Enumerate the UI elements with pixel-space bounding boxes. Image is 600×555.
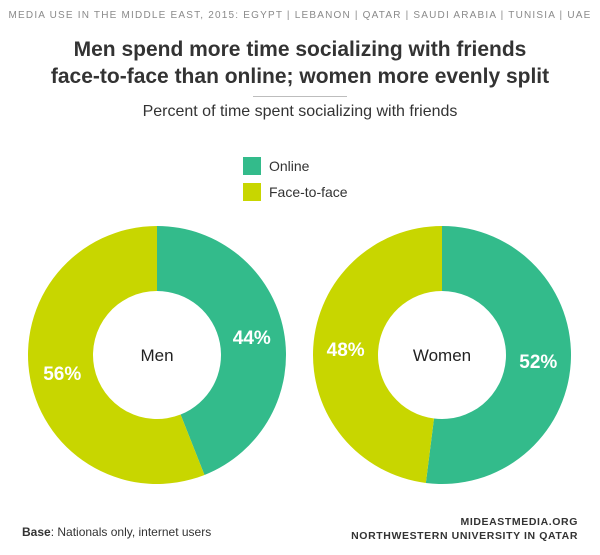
value-label-men-online: 44%	[233, 328, 271, 349]
slice-women-online	[425, 226, 571, 484]
title-line-1: Men spend more time socializing with fri…	[73, 38, 527, 61]
slice-men-face-to-face	[28, 226, 205, 484]
source-line-2: NORTHWESTERN UNIVERSITY IN QATAR	[351, 530, 578, 542]
value-label-women-face-to-face: 48%	[327, 340, 365, 361]
base-note: Base: Nationals only, internet users	[22, 525, 211, 539]
legend-label-online: Online	[269, 158, 310, 174]
chart-title: Men spend more time socializing with fri…	[0, 36, 600, 90]
base-label: Base	[22, 525, 51, 539]
legend-swatch-face-to-face	[243, 183, 261, 201]
center-label-women: Women	[413, 346, 471, 365]
slice-men-online	[157, 226, 287, 475]
source-credit: MIDEASTMEDIA.ORG NORTHWESTERN UNIVERSITY…	[351, 515, 578, 543]
legend-swatch-online	[243, 157, 261, 175]
value-label-women-online: 52%	[519, 352, 557, 373]
slice-women-face-to-face	[312, 226, 442, 483]
title-line-2: face-to-face than online; women more eve…	[50, 65, 550, 88]
kicker: MEDIA USE IN THE MIDDLE EAST, 2015: EGYP…	[8, 10, 592, 21]
center-label-men: Men	[140, 346, 173, 365]
legend-label-face-to-face: Face-to-face	[269, 184, 348, 200]
value-label-men-face-to-face: 56%	[43, 364, 81, 385]
title-divider	[253, 96, 347, 97]
chart-subtitle: Percent of time spent socializing with f…	[142, 103, 458, 120]
source-line-1: MIDEASTMEDIA.ORG	[460, 516, 578, 528]
base-text: : Nationals only, internet users	[50, 525, 212, 539]
